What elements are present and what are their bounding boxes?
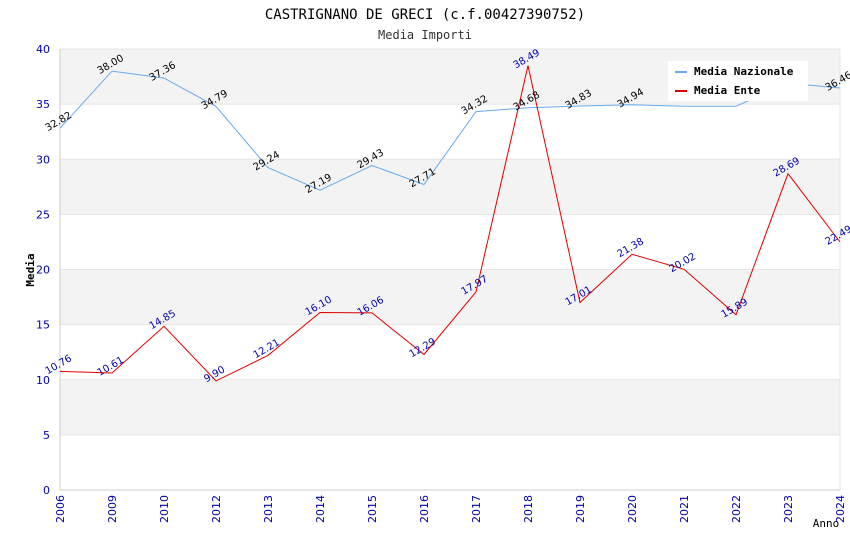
x-tick-label: 2022: [730, 495, 743, 523]
x-tick-label: 2006: [54, 495, 67, 523]
y-tick-label: 15: [36, 319, 50, 332]
x-tick-label: 2016: [418, 495, 431, 523]
y-tick-label: 40: [36, 43, 50, 56]
gridlines: [60, 48, 841, 490]
y-tick-label: 30: [36, 153, 50, 166]
x-tick-label: 2019: [574, 495, 587, 523]
x-tick-label: 2024: [834, 495, 847, 523]
x-tick-label: 2020: [626, 495, 639, 523]
grid-band: [60, 379, 840, 435]
x-tick-label: 2012: [210, 495, 223, 523]
grid-band: [60, 159, 840, 215]
data-label: 10.76: [44, 353, 74, 377]
series-line-media-nazionale: [59, 70, 841, 191]
y-tick-label: 0: [43, 484, 50, 497]
y-tick-label: 5: [43, 429, 50, 442]
x-tick-label: 2009: [106, 495, 119, 523]
series-line-media-ente: [59, 65, 841, 382]
grid-bands: [60, 49, 840, 435]
data-label: 12.21: [252, 337, 282, 361]
data-label: 10.61: [96, 355, 126, 379]
legend-box: [668, 61, 808, 101]
y-tick-label: 35: [36, 98, 50, 111]
x-tick-label: 2014: [314, 495, 327, 523]
x-tick-labels: 2006 2009 2010 2012 2013 2014 2015 2016 2017 2018…: [54, 495, 847, 523]
grid-band: [60, 269, 840, 325]
data-label: 22.49: [824, 224, 850, 248]
series-lines: [59, 65, 841, 382]
legend-label-media-nazionale: Media Nazionale: [694, 65, 794, 78]
x-axis-label: Anno: [813, 517, 840, 530]
x-tick-label: 2015: [366, 495, 379, 523]
x-tick-label: 2013: [262, 495, 275, 523]
x-tick-label: 2018: [522, 495, 535, 523]
chart-title: CASTRIGNANO DE GRECI (c.f.00427390752): [265, 7, 585, 23]
legend: Media Nazionale Media Ente: [668, 61, 808, 101]
data-label: 32.82: [44, 110, 74, 134]
y-tick-labels: 0 5 10 15 20 25 30 35 40: [36, 43, 50, 497]
x-tick-label: 2023: [782, 495, 795, 523]
y-axis-label: Media: [24, 253, 37, 286]
legend-label-media-ente: Media Ente: [694, 84, 761, 97]
y-tick-label: 20: [36, 264, 50, 277]
chart-subtitle: Media Importi: [378, 28, 472, 42]
x-tick-label: 2017: [470, 495, 483, 523]
x-tick-label: 2010: [158, 495, 171, 523]
y-tick-label: 25: [36, 208, 50, 221]
y-tick-label: 10: [36, 374, 50, 387]
x-tick-label: 2021: [678, 495, 691, 523]
data-label: 12.29: [408, 336, 438, 360]
